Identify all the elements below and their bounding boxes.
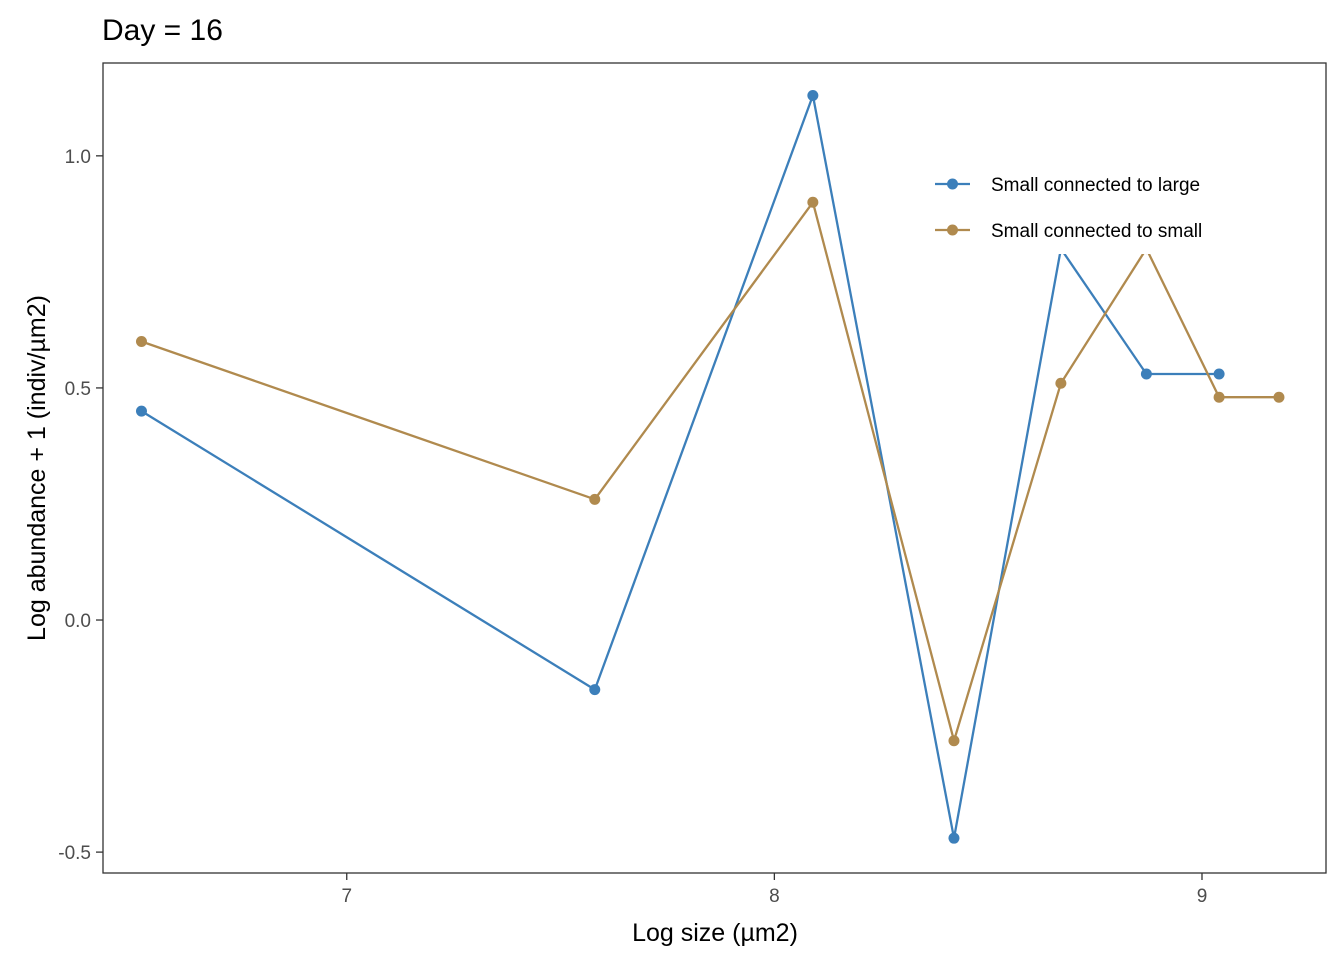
data-point xyxy=(1140,368,1152,380)
y-tick-label: 0.5 xyxy=(65,379,91,400)
data-point xyxy=(1213,368,1225,380)
legend-label: Small connected to small xyxy=(991,221,1202,242)
data-point xyxy=(807,89,819,101)
x-tick-label: 8 xyxy=(769,886,780,907)
legend-label: Small connected to large xyxy=(991,175,1200,196)
y-axis-ticks: -0.5 0.0 0.5 1.0 xyxy=(58,147,103,864)
data-point xyxy=(135,336,147,348)
data-point xyxy=(1213,391,1225,403)
y-tick-label: 0.0 xyxy=(65,611,91,632)
data-point xyxy=(807,196,819,208)
data-point xyxy=(1055,377,1067,389)
legend-background xyxy=(920,160,1270,254)
legend-key-point xyxy=(947,224,958,236)
legend: Small connected to large Small connected … xyxy=(920,160,1270,254)
series-line-2 xyxy=(141,201,1279,742)
legend-key-point xyxy=(947,178,958,190)
data-point xyxy=(948,832,960,844)
x-axis-title: Log size (µm2) xyxy=(632,919,798,947)
data-point xyxy=(135,405,147,417)
data-point xyxy=(589,684,601,696)
x-tick-label: 7 xyxy=(341,886,352,907)
plot-panel-border xyxy=(102,62,1327,874)
y-tick-label: -0.5 xyxy=(58,843,91,864)
x-axis-ticks: 7 8 9 xyxy=(341,873,1207,907)
y-tick-label: 1.0 xyxy=(65,147,91,168)
data-point xyxy=(589,493,601,505)
y-axis-title: Log abundance + 1 (indiv/µm2) xyxy=(23,295,51,641)
data-point xyxy=(1273,391,1285,403)
chart-title: Day = 16 xyxy=(102,14,223,47)
series-layer xyxy=(135,89,1285,844)
data-point xyxy=(948,735,960,747)
x-tick-label: 9 xyxy=(1197,886,1208,907)
